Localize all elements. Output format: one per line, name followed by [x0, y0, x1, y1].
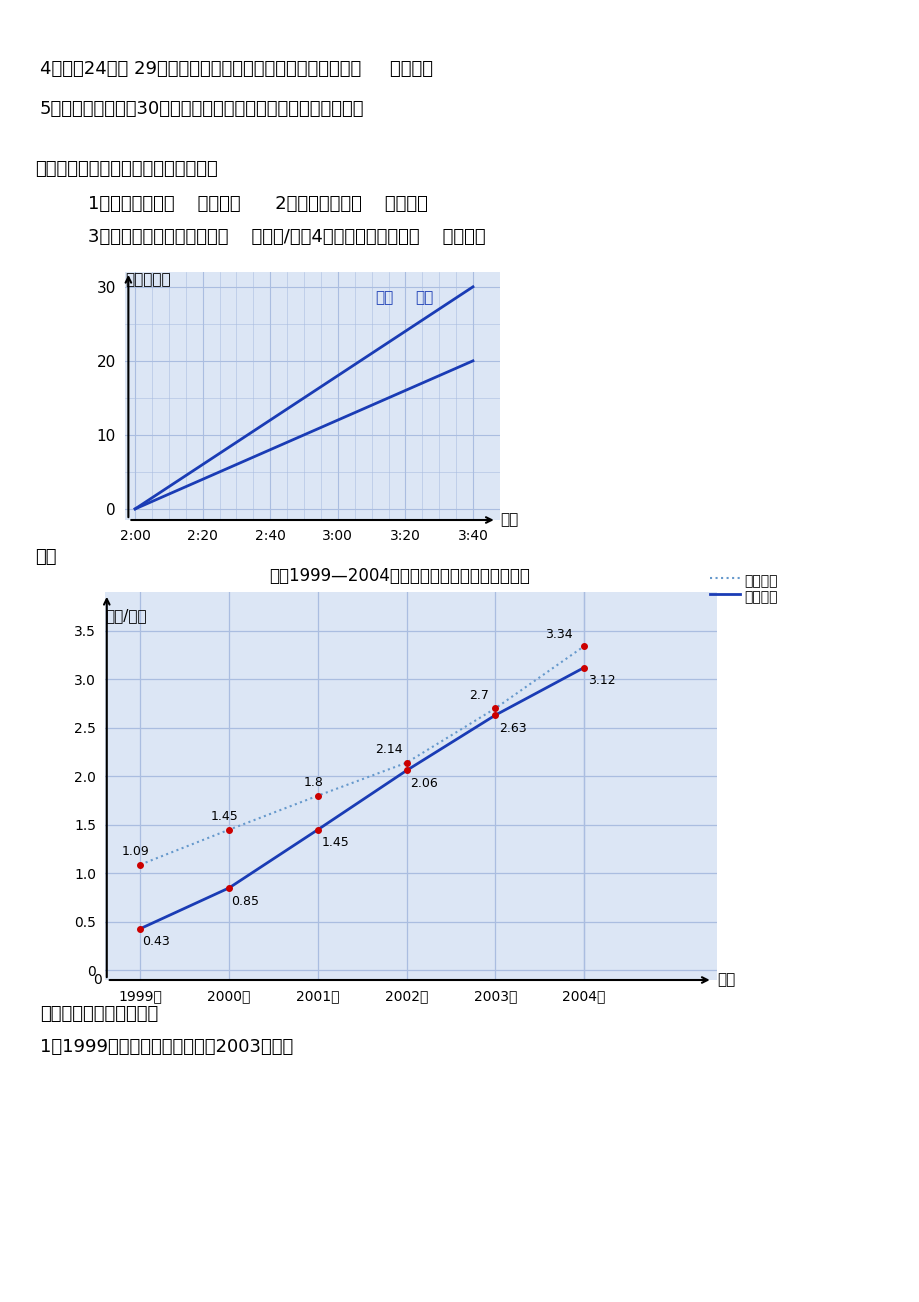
Text: 1、甲车时速是（    ）千米。      2、乙车时速是（    ）千米。: 1、甲车时速是（ ）千米。 2、乙车时速是（ ）千米。 [65, 195, 427, 214]
Text: 2.63: 2.63 [499, 723, 527, 736]
Text: 根据上图回答下列问题。: 根据上图回答下列问题。 [40, 1005, 158, 1023]
Text: 0.43: 0.43 [142, 935, 170, 948]
Text: 4、从第24届｀ 29届奥运会，中国获得的奥运金牌数整体呇（     ）趋势。: 4、从第24届｀ 29届奥运会，中国获得的奥运金牌数整体呇（ ）趋势。 [40, 60, 433, 78]
Text: 5、请你预测一下第30届伦敦奥运会，中国可能获得多少枚金牌？: 5、请你预测一下第30届伦敦奥运会，中国可能获得多少枚金牌？ [40, 100, 364, 118]
Text: 1.8: 1.8 [303, 776, 323, 789]
Text: 2.06: 2.06 [410, 777, 437, 790]
Text: 0.85: 0.85 [231, 894, 259, 907]
Text: 2.14: 2.14 [375, 743, 403, 756]
Text: 2.7: 2.7 [469, 689, 489, 702]
Text: 固定电话: 固定电话 [743, 574, 777, 589]
Text: 距离／千米: 距离／千米 [125, 272, 170, 286]
Text: 我国1999—2004年两种电话用户增长情况统计图: 我国1999—2004年两种电话用户增长情况统计图 [269, 566, 530, 585]
Text: 数量/亿户: 数量/亿户 [105, 608, 146, 622]
Text: 1、1999年哪种电话的用户多？2003年呢？: 1、1999年哪种电话的用户多？2003年呢？ [40, 1038, 293, 1056]
Text: 1.09: 1.09 [122, 845, 150, 858]
Text: 3.12: 3.12 [587, 674, 615, 687]
Text: 乙车: 乙车 [415, 290, 434, 305]
Text: 移动电话: 移动电话 [743, 590, 777, 604]
Text: 甲车: 甲车 [375, 290, 392, 305]
Text: 3、甲、乙两车时速之差是（    ）千米/时。4、半小时两车相距（    ）千米。: 3、甲、乙两车时速之差是（ ）千米/时。4、半小时两车相距（ ）千米。 [65, 228, 485, 246]
Text: 1.45: 1.45 [322, 836, 349, 849]
Text: 六、根据甲、乙两车的行程图表填空。: 六、根据甲、乙两车的行程图表填空。 [35, 160, 218, 178]
Text: 七、: 七、 [35, 548, 56, 566]
Text: 时间: 时间 [499, 513, 517, 527]
Text: 年份: 年份 [716, 973, 734, 987]
Text: 1.45: 1.45 [210, 810, 238, 823]
Text: 3.34: 3.34 [545, 629, 573, 642]
Text: 0: 0 [94, 973, 102, 987]
